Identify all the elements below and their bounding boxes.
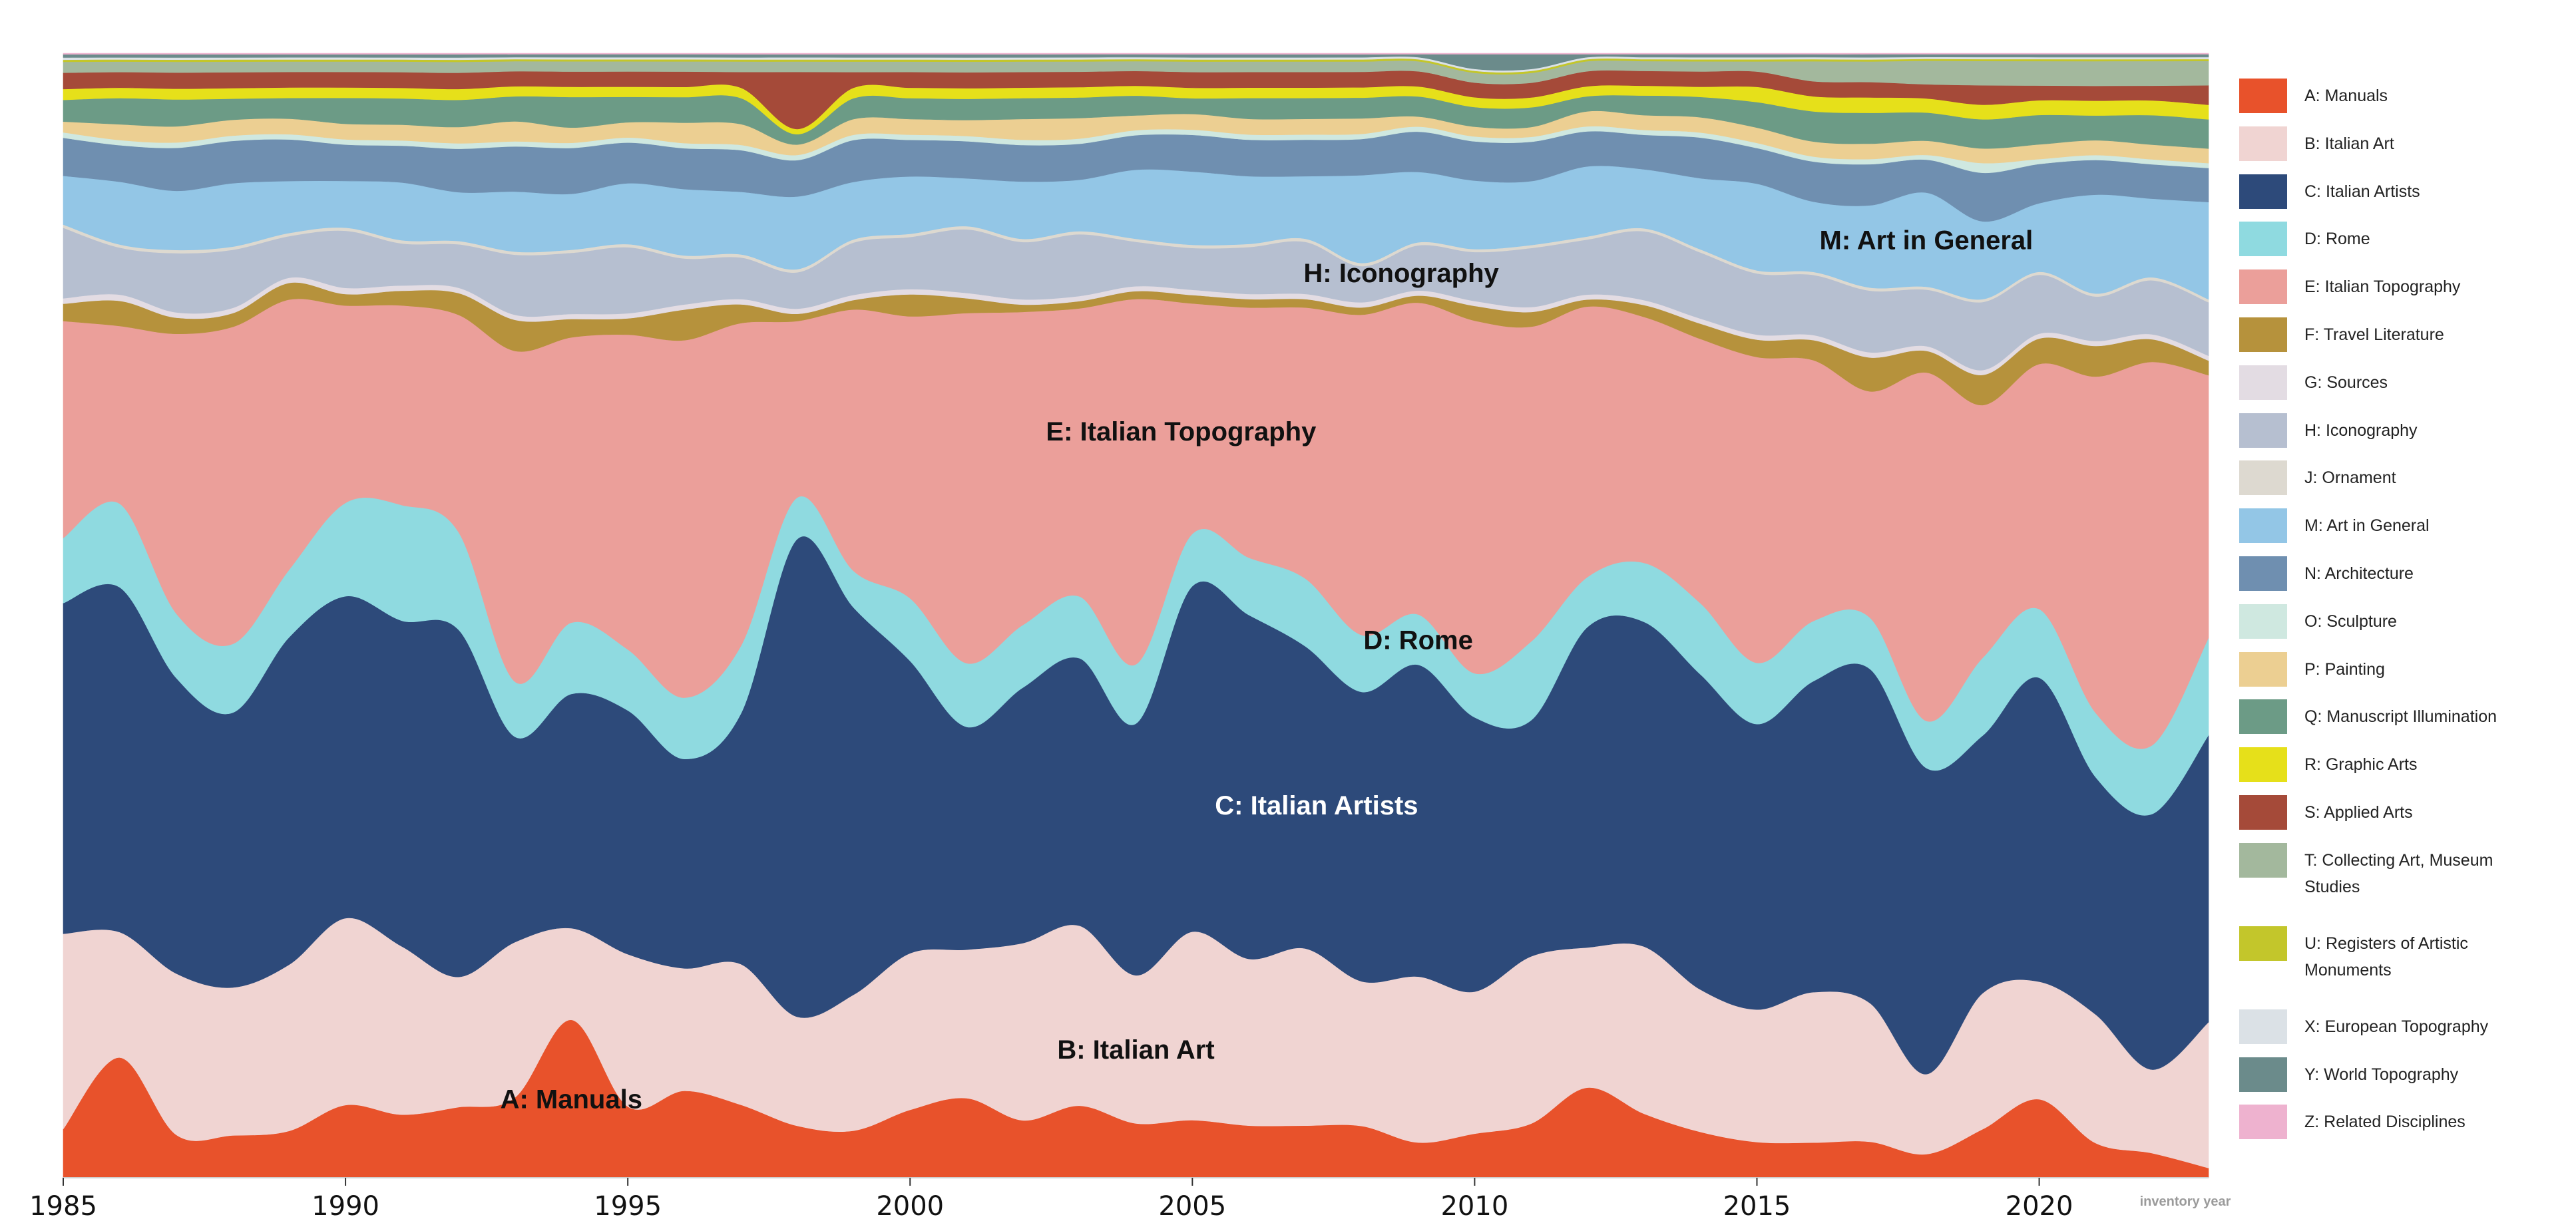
legend-item: F: Travel Literature <box>2239 317 2531 352</box>
legend-swatch <box>2239 556 2287 591</box>
legend-item: Z: Related Disciplines <box>2239 1105 2531 1140</box>
legend-item: Y: World Topography <box>2239 1057 2531 1092</box>
legend-swatch <box>2239 126 2287 161</box>
legend-item: U: Registers of Artistic Monuments <box>2239 926 2531 983</box>
legend-item: E: Italian Topography <box>2239 269 2531 305</box>
legend-swatch <box>2239 508 2287 544</box>
legend-label: R: Graphic Arts <box>2304 755 2418 775</box>
legend-label: S: Applied Arts <box>2304 803 2413 822</box>
x-tick-label: 2020 <box>2006 1191 2073 1219</box>
legend-swatch <box>2239 1009 2287 1044</box>
stream-label-b: B: Italian Art <box>1057 1035 1214 1065</box>
stream-label-c: C: Italian Artists <box>1215 791 1418 820</box>
legend-label: Z: Related Disciplines <box>2304 1113 2466 1132</box>
legend-label: N: Architecture <box>2304 564 2414 583</box>
legend-label: H: Iconography <box>2304 421 2418 440</box>
legend-item: M: Art in General <box>2239 508 2531 544</box>
legend-label: U: Registers of Artistic Monuments <box>2304 934 2468 979</box>
x-axis-title: inventory year <box>2140 1194 2231 1209</box>
legend-swatch <box>2239 604 2287 639</box>
legend-label: G: Sources <box>2304 373 2388 392</box>
legend-swatch <box>2239 795 2287 830</box>
legend-item: J: Ornament <box>2239 460 2531 496</box>
x-tick-label: 1990 <box>312 1191 379 1219</box>
legend-swatch <box>2239 460 2287 496</box>
legend-item: N: Architecture <box>2239 556 2531 591</box>
legend-label: F: Travel Literature <box>2304 325 2444 344</box>
legend-item: Q: Manuscript Illumination <box>2239 699 2531 735</box>
legend-label: A: Manuals <box>2304 87 2388 105</box>
stream-labels: A: Manuals B: Italian Art C: Italian Artis… <box>501 226 2034 1114</box>
legend-item: H: Iconography <box>2239 413 2531 448</box>
legend-swatch <box>2239 79 2287 113</box>
legend-swatch <box>2239 269 2287 305</box>
x-tick-label: 2000 <box>876 1191 944 1219</box>
legend-item: B: Italian Art <box>2239 126 2531 161</box>
legend-swatch <box>2239 413 2287 448</box>
legend-label: X: European Topography <box>2304 1017 2489 1036</box>
stream-label-a: A: Manuals <box>501 1085 642 1114</box>
x-tick-label: 2015 <box>1723 1191 1791 1219</box>
stream-label-d: D: Rome <box>1363 625 1472 655</box>
x-axis: 1985 1990 1995 2000 2005 2010 2015 2020 <box>29 1177 2209 1219</box>
stream-label-e: E: Italian Topography <box>1046 417 1317 446</box>
legend-item: P: Painting <box>2239 651 2531 687</box>
legend-label: M: Art in General <box>2304 516 2430 536</box>
legend-item: T: Collecting Art, Museum Studies <box>2239 842 2531 900</box>
legend-swatch <box>2239 174 2287 209</box>
legend-item: A: Manuals <box>2239 79 2531 113</box>
legend-swatch <box>2239 842 2287 878</box>
legend-label: Y: World Topography <box>2304 1065 2459 1084</box>
legend-label: D: Rome <box>2304 230 2370 249</box>
x-tick-label: 1995 <box>594 1191 662 1219</box>
legend-swatch <box>2239 1105 2287 1140</box>
legend-swatch <box>2239 1057 2287 1092</box>
x-tick-label: 2005 <box>1158 1191 1226 1219</box>
legend-label: P: Painting <box>2304 659 2385 679</box>
legend-swatch <box>2239 699 2287 735</box>
stream-layer-z <box>63 53 2209 55</box>
legend-label: B: Italian Art <box>2304 134 2394 153</box>
legend-label: Q: Manuscript Illumination <box>2304 707 2497 727</box>
legend-item: G: Sources <box>2239 365 2531 400</box>
legend-item: D: Rome <box>2239 222 2531 257</box>
legend-swatch <box>2239 926 2287 961</box>
stream-label-m: M: Art in General <box>1820 226 2034 255</box>
legend-label: J: Ornament <box>2304 468 2396 488</box>
stream-label-h: H: Iconography <box>1303 259 1499 288</box>
legend-item: R: Graphic Arts <box>2239 747 2531 783</box>
legend-swatch <box>2239 747 2287 783</box>
legend-label: E: Italian Topography <box>2304 277 2461 297</box>
x-tick-label: 1985 <box>29 1191 97 1219</box>
legend-label: C: Italian Artists <box>2304 182 2420 201</box>
legend-label: O: Sculpture <box>2304 611 2397 631</box>
legend-item: O: Sculpture <box>2239 604 2531 639</box>
legend-label: T: Collecting Art, Museum Studies <box>2304 850 2493 896</box>
legend-item: S: Applied Arts <box>2239 795 2531 830</box>
legend-swatch <box>2239 651 2287 687</box>
x-tick-label: 2010 <box>1440 1191 1508 1219</box>
legend-item: C: Italian Artists <box>2239 174 2531 209</box>
legend-swatch <box>2239 222 2287 257</box>
stream-layers <box>63 53 2209 1178</box>
legend-swatch <box>2239 317 2287 352</box>
legend-item: X: European Topography <box>2239 1009 2531 1044</box>
legend-swatch <box>2239 365 2287 400</box>
